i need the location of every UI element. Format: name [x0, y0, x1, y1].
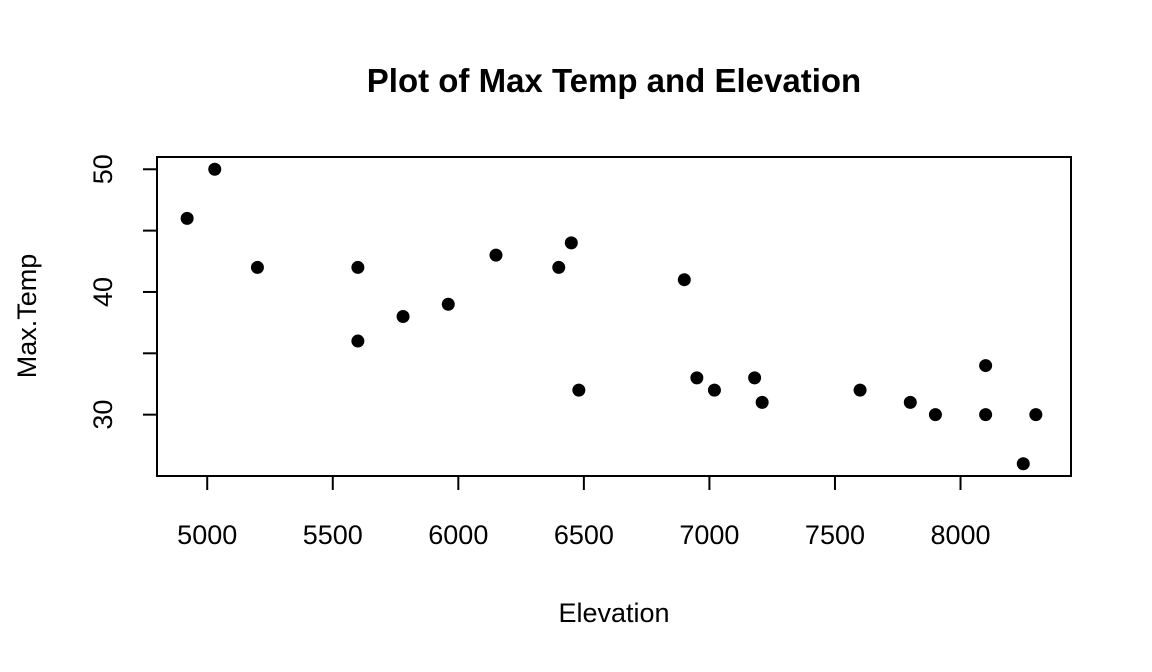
data-point	[690, 371, 704, 385]
data-point	[1029, 408, 1043, 422]
data-point	[979, 408, 993, 422]
y-tick-label: 40	[88, 277, 118, 307]
data-point	[208, 162, 222, 176]
y-axis: 30 40 50	[88, 154, 157, 430]
data-point	[441, 297, 455, 311]
data-point	[853, 383, 867, 397]
data-point	[979, 359, 993, 373]
data-point	[489, 248, 503, 262]
data-point	[928, 408, 942, 422]
x-tick-label: 7500	[805, 520, 865, 550]
data-point	[677, 273, 691, 287]
data-point	[755, 395, 769, 409]
plot-frame	[156, 156, 1072, 477]
y-tick-label: 50	[88, 154, 118, 184]
data-points	[180, 162, 1043, 471]
y-axis-label: Max.Temp	[12, 254, 42, 379]
x-axis-label: Elevation	[558, 598, 669, 628]
x-tick-label: 7000	[679, 520, 739, 550]
x-tick-label: 6500	[554, 520, 614, 550]
chart-title: Plot of Max Temp and Elevation	[367, 62, 861, 99]
x-axis: 5000 5500 6000 6500 7000 7500 8000	[177, 476, 991, 550]
data-point	[1016, 457, 1030, 471]
x-tick-label: 5500	[303, 520, 363, 550]
x-tick-label: 8000	[930, 520, 990, 550]
data-point	[351, 260, 365, 274]
data-point	[707, 383, 721, 397]
data-point	[552, 260, 566, 274]
x-tick-label: 6000	[428, 520, 488, 550]
data-point	[564, 236, 578, 250]
data-point	[903, 395, 917, 409]
data-point	[396, 310, 410, 323]
y-tick-label: 30	[88, 400, 118, 430]
data-point	[748, 371, 762, 385]
data-point	[180, 211, 194, 225]
data-point	[351, 334, 365, 348]
data-point	[572, 383, 586, 397]
data-point	[250, 260, 264, 274]
x-tick-label: 5000	[177, 520, 237, 550]
